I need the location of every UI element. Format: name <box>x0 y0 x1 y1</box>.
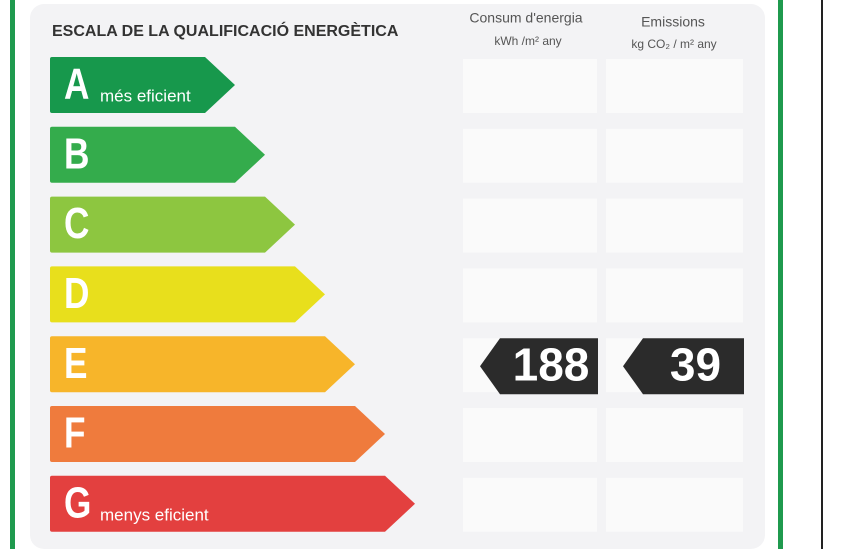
value-text: 188 <box>513 338 590 390</box>
rating-note: més eficient <box>100 86 191 105</box>
edge-line <box>821 0 823 549</box>
column-title: Consum d'energia <box>469 10 582 26</box>
value-cell <box>606 408 743 462</box>
value-cell <box>606 268 743 323</box>
value-cell <box>606 128 743 183</box>
rating-arrow <box>50 126 265 183</box>
title: ESCALA DE LA QUALIFICACIÓ ENERGÈTICA <box>52 21 399 40</box>
column-title: Emissions <box>641 14 705 30</box>
column-unit: kWh /m² any <box>494 34 561 48</box>
rating-letter: D <box>64 269 89 318</box>
value-cell <box>463 268 597 323</box>
rating-arrow <box>50 336 355 393</box>
value-cell <box>463 59 597 113</box>
rating-letter: C <box>64 200 89 249</box>
value-cell <box>463 408 597 462</box>
value-cell <box>606 477 743 532</box>
value-cell <box>606 59 743 113</box>
rating-letter: E <box>64 339 87 388</box>
right-border <box>778 0 783 549</box>
rating-arrow <box>50 406 385 462</box>
rating-letter: G <box>64 479 91 528</box>
rating-letter: B <box>64 130 89 179</box>
value-text: 39 <box>670 338 721 390</box>
rating-letter: F <box>64 409 86 458</box>
rating-arrow <box>50 266 325 323</box>
value-cell <box>463 477 597 532</box>
value-cell <box>463 128 597 183</box>
rating-arrow <box>50 57 235 113</box>
rating-arrow <box>50 475 415 532</box>
value-badge <box>480 338 598 395</box>
value-cell <box>463 198 597 253</box>
value-badge <box>623 338 744 395</box>
rating-note: menys eficient <box>100 505 209 524</box>
rating-letter: A <box>64 60 89 109</box>
column-unit: kg CO₂ / m² any <box>631 37 716 51</box>
value-cell <box>606 198 743 253</box>
left-border <box>10 0 15 549</box>
rating-arrow <box>50 196 295 253</box>
